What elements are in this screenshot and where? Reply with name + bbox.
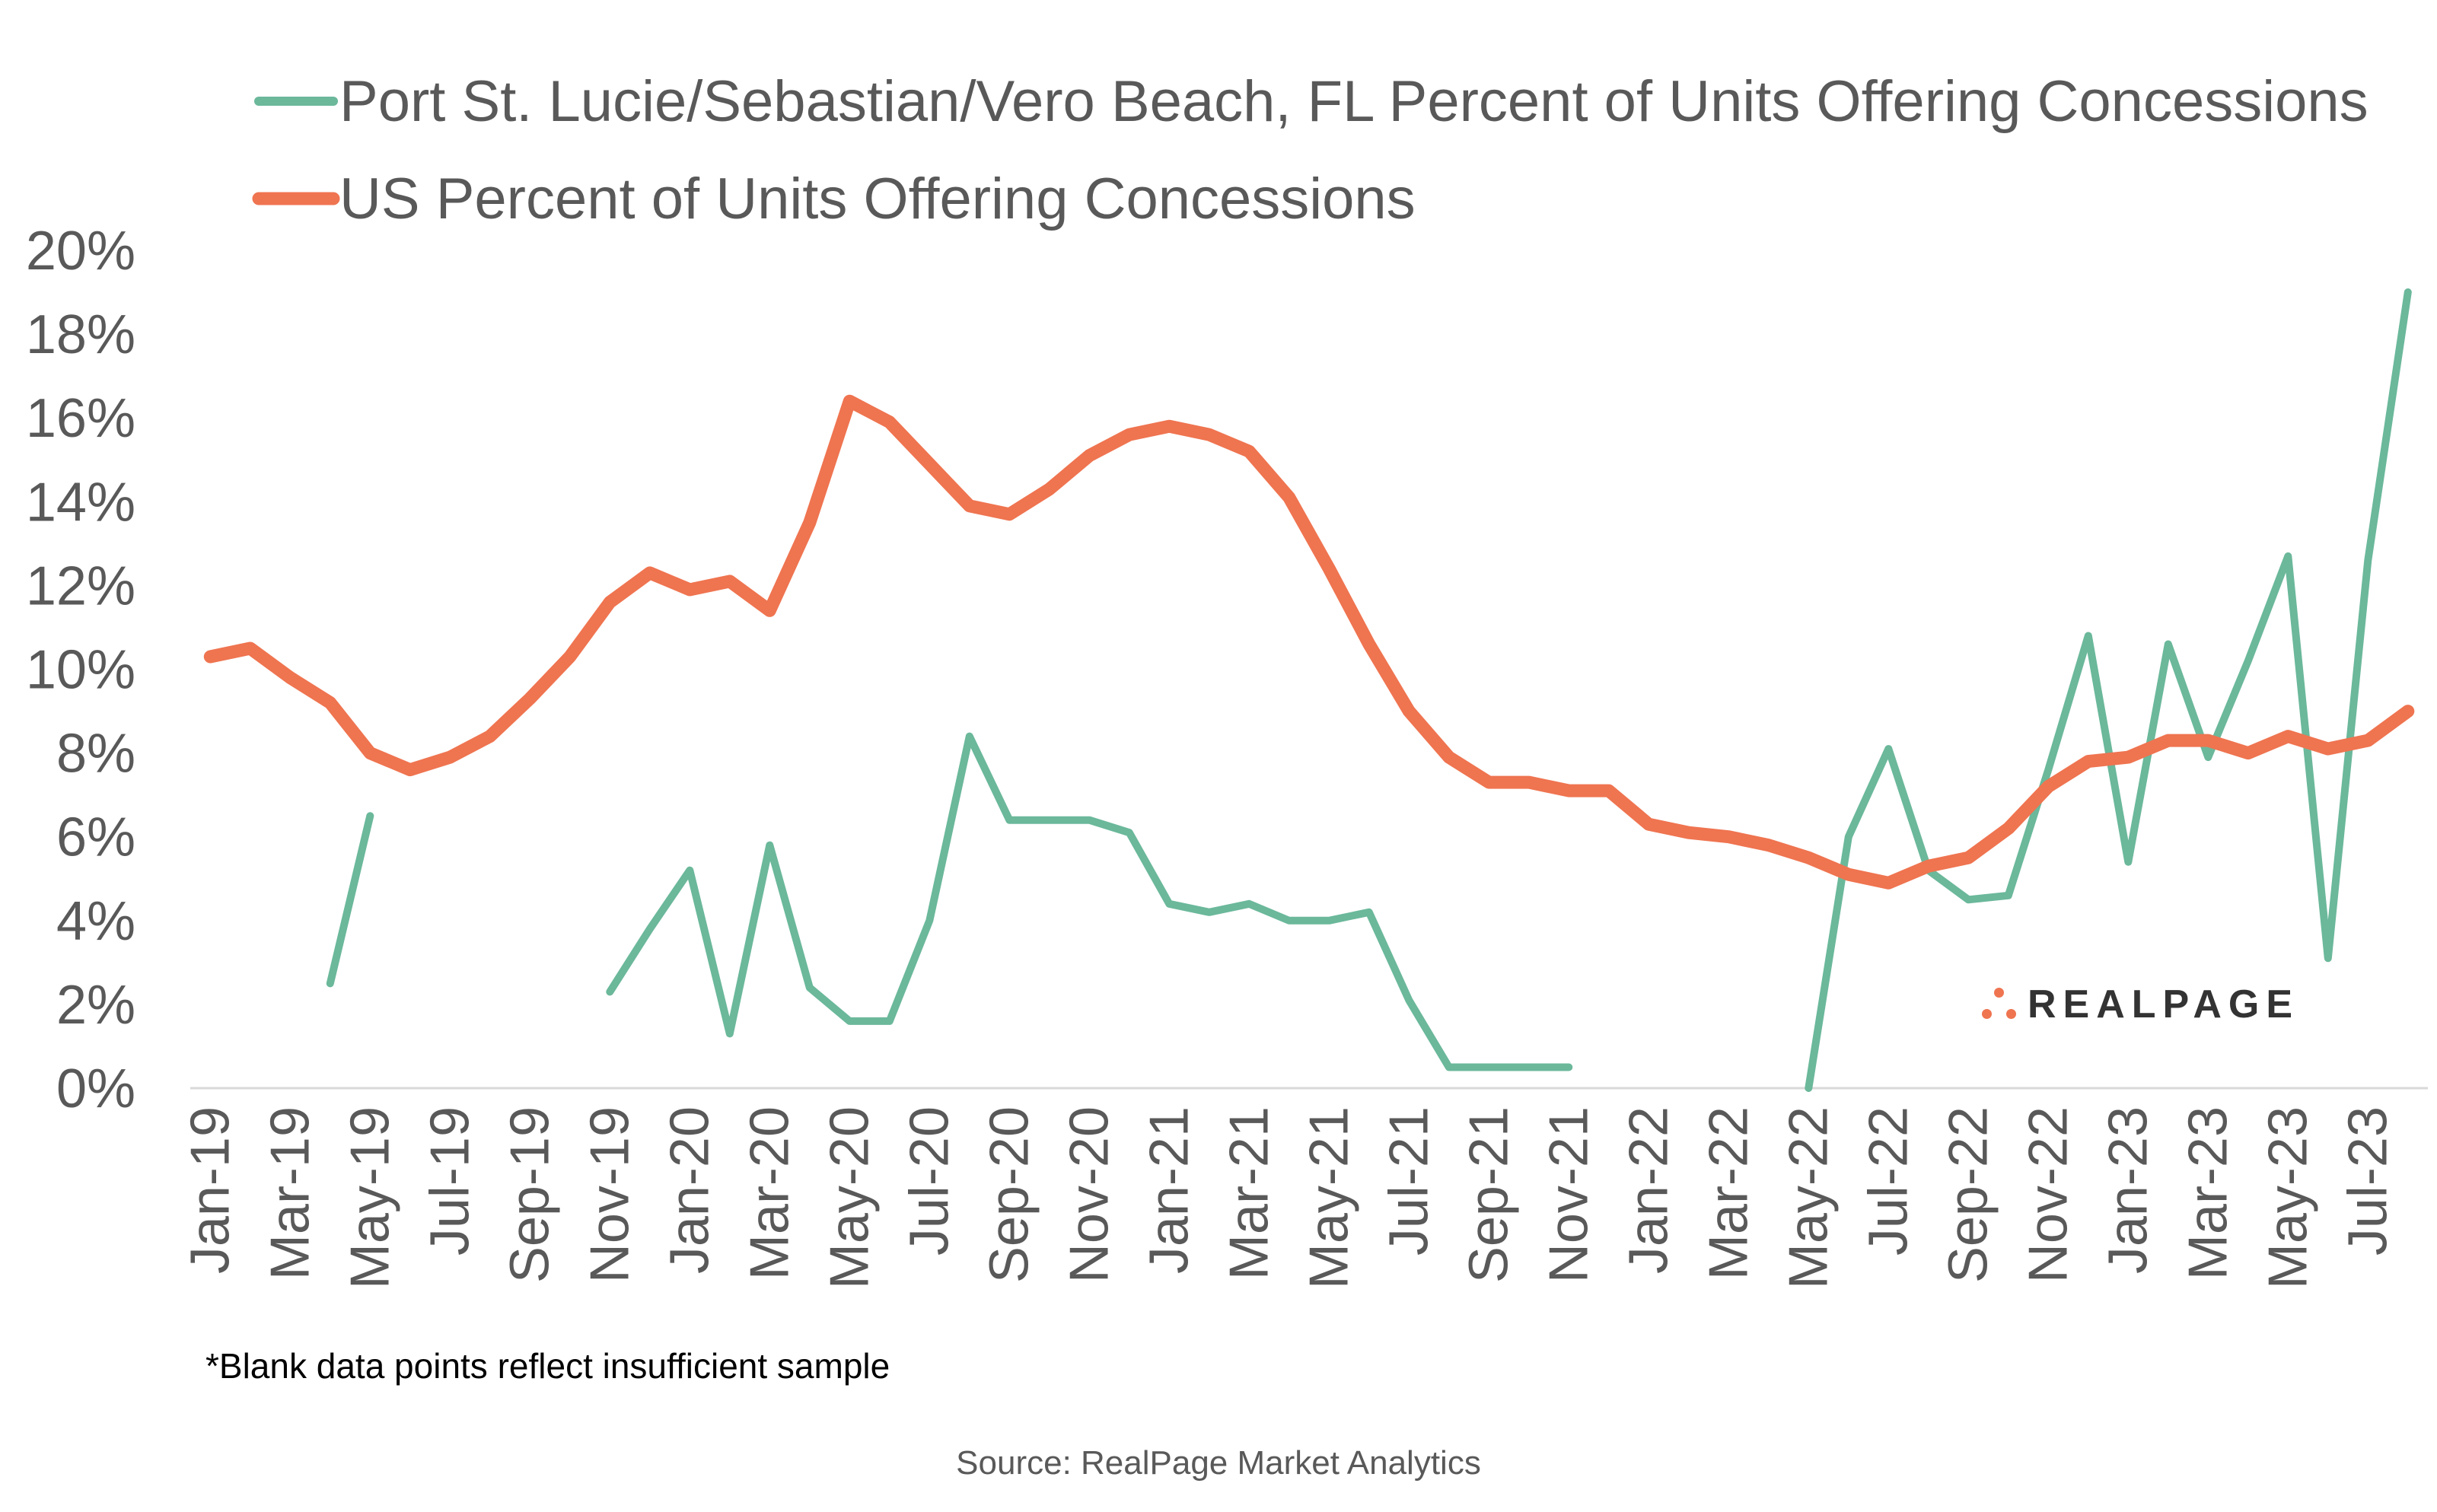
x-tick-label: Mar-23 xyxy=(2177,1106,2238,1280)
y-tick-label: 2% xyxy=(56,975,135,1036)
x-tick-label: May-19 xyxy=(339,1106,400,1289)
series-segment xyxy=(326,812,374,988)
x-tick-label: Mar-21 xyxy=(1218,1106,1279,1280)
x-tick-label: Jan-21 xyxy=(1139,1106,1199,1274)
x-tick-label: Sep-19 xyxy=(499,1106,560,1283)
legend-label: Port St. Lucie/Sebastian/Vero Beach, FL … xyxy=(339,69,2369,134)
source-note: Source: RealPage Market Analytics xyxy=(956,1444,1481,1482)
series-segment xyxy=(203,394,2415,890)
x-tick-label: May-23 xyxy=(2257,1106,2318,1289)
series-line-2 xyxy=(203,394,2415,890)
y-tick-label: 4% xyxy=(56,891,135,952)
y-axis: 0% 2% 4% 6% 8% 10% 12% 14% 16% 18% 20% xyxy=(26,221,135,1119)
series-segment xyxy=(606,732,1573,1071)
x-tick-label: May-22 xyxy=(1778,1106,1839,1289)
x-tick-label: Jul-20 xyxy=(899,1106,960,1256)
legend: Port St. Lucie/Sebastian/Vero Beach, FL … xyxy=(252,69,2369,231)
x-tick-label: Jul-21 xyxy=(1378,1106,1439,1256)
x-tick-label: Nov-19 xyxy=(579,1106,640,1283)
legend-label: US Percent of Units Offering Concessions xyxy=(339,167,1416,231)
x-tick-label: Mar-19 xyxy=(260,1106,320,1280)
series-line-1 xyxy=(326,288,2412,1092)
x-tick-label: May-21 xyxy=(1298,1106,1359,1289)
x-tick-label: Jan-19 xyxy=(180,1106,241,1274)
y-tick-label: 12% xyxy=(26,555,135,616)
x-tick-label: Jul-22 xyxy=(1858,1106,1919,1256)
y-tick-label: 6% xyxy=(56,807,135,868)
footnote: *Blank data points reflect insufficient … xyxy=(205,1346,890,1386)
x-tick-label: Jan-22 xyxy=(1618,1106,1679,1274)
y-tick-label: 10% xyxy=(26,640,135,701)
x-tick-label: Nov-20 xyxy=(1059,1106,1120,1283)
y-tick-label: 18% xyxy=(26,304,135,365)
y-tick-label: 14% xyxy=(26,472,135,533)
x-tick-label: Sep-21 xyxy=(1458,1106,1519,1283)
x-tick-label: Mar-20 xyxy=(739,1106,800,1280)
y-tick-label: 16% xyxy=(26,388,135,449)
x-axis: Jan-19 Mar-19 May-19 Jul-19 Sep-19 Nov-19 Jan-… xyxy=(180,1087,2428,1289)
logo-dots-icon xyxy=(1979,985,2018,1024)
x-tick-label: May-20 xyxy=(819,1106,880,1289)
y-tick-label: 8% xyxy=(56,724,135,785)
x-tick-label: Jan-23 xyxy=(2098,1106,2158,1274)
x-tick-label: Nov-22 xyxy=(2018,1106,2079,1283)
x-tick-label: Sep-20 xyxy=(979,1106,1040,1283)
plot-area xyxy=(203,288,2415,1092)
x-tick-label: Sep-22 xyxy=(1938,1106,1999,1283)
y-tick-label: 0% xyxy=(56,1058,135,1119)
series-segment xyxy=(1805,288,2412,1092)
logo-wordmark: REALPAGE xyxy=(2028,982,2300,1027)
x-tick-label: Jan-20 xyxy=(659,1106,720,1274)
realpage-logo: REALPAGE xyxy=(1979,982,2299,1027)
y-tick-label: 20% xyxy=(26,221,135,282)
x-tick-label: Mar-22 xyxy=(1698,1106,1759,1280)
x-tick-label: Nov-21 xyxy=(1538,1106,1599,1283)
x-tick-label: Jul-19 xyxy=(419,1106,480,1256)
x-tick-label: Jul-23 xyxy=(2337,1106,2398,1256)
